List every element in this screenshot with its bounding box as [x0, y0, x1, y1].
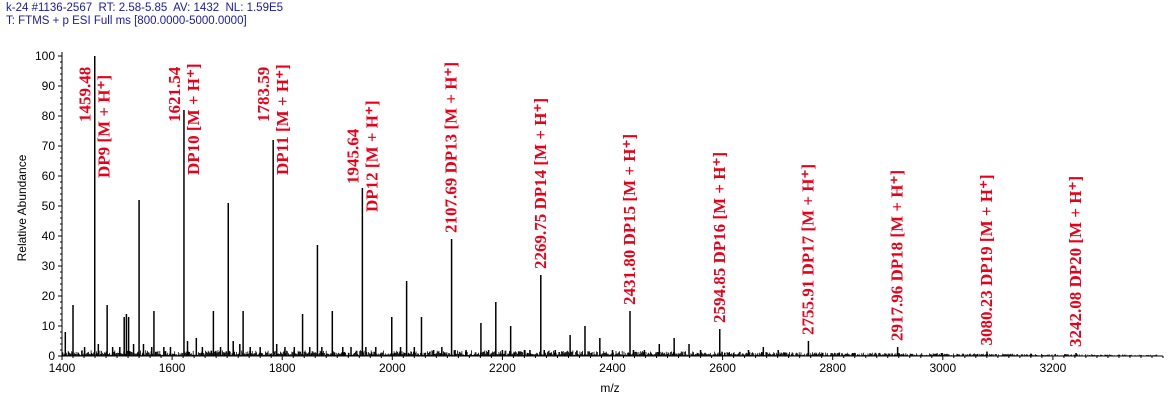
x-tick-label: 3000 — [929, 361, 956, 375]
x-tick-label: 2000 — [379, 361, 406, 375]
peak-annotation-label: DP12 [M + H⁺] — [362, 100, 381, 212]
peak-annotation-label: 2917.96 DP18 [M + H⁺] — [888, 170, 907, 341]
peak-annotation-label: 2431.80 DP15 [M + H⁺] — [620, 134, 639, 305]
y-tick-label: 100 — [35, 49, 55, 63]
peak-annotation-label: 1621.54 — [165, 66, 184, 122]
scan-info-header: k-24 #1136-2567 RT: 2.58-5.85 AV: 1432 N… — [6, 2, 284, 14]
y-tick-label: 10 — [42, 319, 56, 333]
x-tick-label: 1600 — [159, 361, 186, 375]
y-axis-label: Relative Abundance — [15, 154, 29, 261]
y-tick-label: 60 — [42, 169, 56, 183]
y-tick-label: 50 — [42, 199, 56, 213]
y-tick-label: 90 — [42, 79, 56, 93]
x-tick-label: 2400 — [599, 361, 626, 375]
y-tick-label: 30 — [42, 259, 56, 273]
peak-annotation-label: 1945.64 — [343, 128, 362, 184]
y-tick-label: 70 — [42, 139, 56, 153]
peak-annotation-label: 1783.59 — [254, 67, 273, 122]
peak-annotations: 1459.48 DP9 [M + H⁺] 1621.54 DP10 [M + H⁺] 1… — [76, 62, 1085, 347]
peak-annotation-label: DP10 [M + H⁺] — [184, 63, 203, 175]
scan-filter-header: T: FTMS + p ESI Full ms [800.0000-5000.0… — [6, 15, 247, 27]
spectrum-peaks — [61, 56, 1158, 356]
peak-annotation-label: DP9 [M + H⁺] — [95, 75, 114, 178]
peak-annotation-label: 3242.08 DP20 [M + H⁺] — [1066, 176, 1085, 347]
peak-annotation-label: DP11 [M + H⁺] — [273, 64, 292, 175]
peak-annotation-label: 2594.85 DP16 [M + H⁺] — [710, 152, 729, 323]
y-tick-label: 0 — [48, 349, 55, 363]
peak-annotation-label: 1459.48 — [76, 67, 95, 122]
x-tick-label: 2600 — [709, 361, 736, 375]
baseline-noise — [61, 350, 1158, 356]
peak-annotation-label: 2107.69 DP13 [M + H⁺] — [442, 62, 461, 233]
y-tick-label: 20 — [42, 289, 56, 303]
x-axis-label: m/z — [600, 381, 619, 395]
y-tick-label: 80 — [42, 109, 56, 123]
peak-annotation-label: 3080.23 DP19 [M + H⁺] — [977, 174, 996, 345]
x-tick-label: 2800 — [819, 361, 846, 375]
x-tick-label: 1400 — [49, 361, 76, 375]
x-tick-label: 1800 — [269, 361, 296, 375]
y-tick-label: 40 — [42, 229, 56, 243]
peak-annotation-label: 2755.91 DP17 [M + H⁺] — [798, 164, 817, 335]
x-tick-label: 3200 — [1040, 361, 1067, 375]
peak-annotation-label: 2269.75 DP14 [M + H⁺] — [531, 98, 550, 269]
x-tick-label: 2200 — [489, 361, 516, 375]
